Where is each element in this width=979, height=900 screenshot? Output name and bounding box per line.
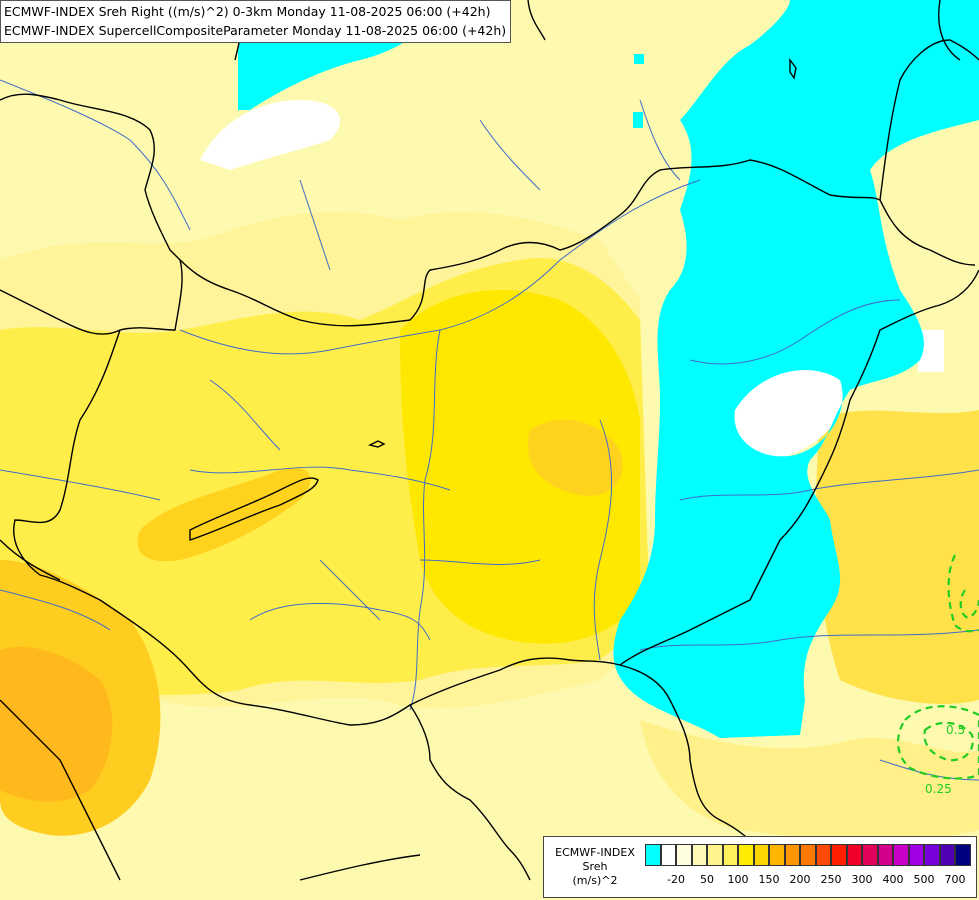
legend-swatch	[955, 844, 971, 866]
sreh-patch-orange-sw-core	[0, 646, 113, 802]
legend-swatch	[676, 844, 692, 866]
legend-swatch	[924, 844, 940, 866]
legend-tick-label: 400	[882, 873, 904, 886]
legend-label: ECMWF-INDEX Sreh (m/s)^2	[548, 846, 642, 888]
legend-tick-label: 700	[944, 873, 966, 886]
legend-label-line1: ECMWF-INDEX	[555, 846, 635, 859]
color-legend: ECMWF-INDEX Sreh (m/s)^2 -20 50 100 150 200 2…	[543, 836, 977, 898]
scp-contour-se-inner	[923, 721, 974, 762]
sreh-cyan-east	[613, 0, 979, 738]
legend-tick-label: -20	[667, 873, 685, 886]
sreh-white-east	[730, 369, 843, 458]
legend-tick-label: 100	[727, 873, 749, 886]
legend-swatch	[660, 844, 676, 866]
legend-label-line2: Sreh	[582, 860, 608, 873]
legend-tick-label: 200	[789, 873, 811, 886]
legend-swatch	[815, 844, 831, 866]
legend-swatch	[939, 844, 955, 866]
sreh-patch-yellow-se	[640, 720, 979, 842]
rivers	[0, 79, 979, 781]
sreh-white-north	[200, 100, 340, 170]
sreh-patch-orange-center	[528, 419, 623, 496]
legend-label-line3: (m/s)^2	[572, 874, 618, 887]
legend-tick-label: 300	[851, 873, 873, 886]
legend-swatch	[753, 844, 769, 866]
sreh-band-bright	[400, 290, 640, 644]
legend-swatch	[893, 844, 909, 866]
legend-swatch	[877, 844, 893, 866]
legend-swatches	[645, 844, 971, 866]
legend-swatch	[769, 844, 785, 866]
legend-swatch	[862, 844, 878, 866]
legend-swatch	[800, 844, 816, 866]
scp-contours	[897, 554, 979, 780]
legend-tick-label: 250	[820, 873, 842, 886]
legend-swatch	[846, 844, 862, 866]
legend-swatch	[908, 844, 924, 866]
legend-tick-label: 150	[758, 873, 780, 886]
map-title-box: ECMWF-INDEX Sreh Right ((m/s)^2) 0-3km M…	[0, 0, 512, 43]
scp-contour-se-outer	[897, 705, 979, 780]
scp-contour-east-inner	[959, 589, 979, 620]
scp-label-025: 0.25	[925, 782, 952, 796]
title-line-1: ECMWF-INDEX Sreh Right ((m/s)^2) 0-3km M…	[4, 4, 491, 19]
legend-swatch	[707, 844, 723, 866]
legend-swatch	[784, 844, 800, 866]
sreh-cyan-dot1	[633, 112, 643, 128]
scp-label-05: 0.5	[946, 723, 965, 737]
legend-ticks: -20 50 100 150 200 250 300 400 500 700	[645, 873, 975, 887]
legend-swatch	[645, 844, 661, 866]
sreh-cyan-dot2	[634, 54, 644, 64]
title-line-2: ECMWF-INDEX SupercellCompositeParameter …	[4, 23, 507, 38]
legend-swatch	[738, 844, 754, 866]
legend-tick-label: 500	[913, 873, 935, 886]
legend-swatch	[722, 844, 738, 866]
legend-swatch	[691, 844, 707, 866]
legend-tick-label: 50	[700, 873, 714, 886]
sreh-white-east2	[918, 330, 944, 372]
legend-swatch	[831, 844, 847, 866]
